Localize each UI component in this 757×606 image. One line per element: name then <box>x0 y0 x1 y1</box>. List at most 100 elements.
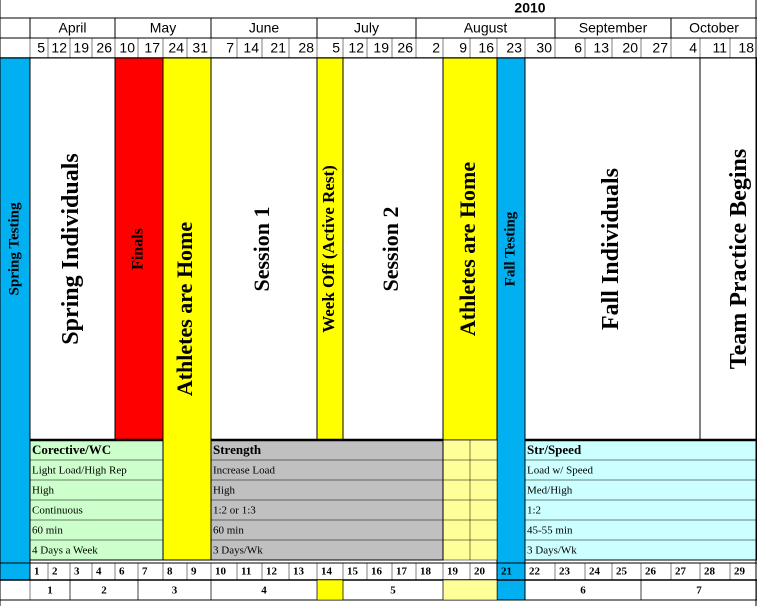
date-label: 6 <box>574 40 582 56</box>
block-row: 1:2 or 1:3 <box>213 505 256 517</box>
date-label: 5 <box>332 40 340 56</box>
month-label: May <box>150 20 176 36</box>
phase-block <box>699 57 757 441</box>
month-label: September <box>579 20 648 36</box>
week-number: 1 <box>34 566 40 578</box>
month-label: June <box>249 20 280 36</box>
week-number: 9 <box>191 566 197 578</box>
week-number: 28 <box>704 566 716 578</box>
date-label: 11 <box>712 40 727 56</box>
block-row: 60 min <box>32 525 63 537</box>
phase-block <box>0 57 31 581</box>
phase-block <box>442 57 498 441</box>
week-number: 12 <box>266 566 278 578</box>
date-label: 4 <box>689 40 697 56</box>
block-row: 60 min <box>213 525 244 537</box>
block-row: Continuous <box>32 505 83 517</box>
block-row: Increase Load <box>213 465 275 477</box>
month-label: April <box>58 20 86 36</box>
mesocycle-number: 3 <box>172 585 178 597</box>
date-label: 2 <box>432 40 440 56</box>
phase-block <box>210 57 318 441</box>
week-number: 19 <box>447 566 459 578</box>
phase-label: Spring Testing <box>6 202 22 295</box>
phase-label: Spring Individuals <box>58 153 84 344</box>
phase-block <box>524 57 701 441</box>
phase-fill <box>442 579 498 601</box>
phase-label: Athletes are Home <box>455 162 480 337</box>
mesocycle-number: 5 <box>390 585 396 597</box>
date-label: 12 <box>51 40 67 56</box>
week-number: 16 <box>371 566 383 578</box>
date-label: 5 <box>37 40 45 56</box>
week-number: 24 <box>589 566 601 578</box>
week-number: 18 <box>420 566 432 578</box>
week-number: 2 <box>52 566 58 578</box>
phase-label: Finals <box>130 228 147 270</box>
date-label: 19 <box>373 40 389 56</box>
date-label: 12 <box>348 40 364 56</box>
phase-block <box>316 57 344 441</box>
week-number: 29 <box>734 566 746 578</box>
phase-label: Athletes are Home <box>172 222 197 397</box>
date-label: 10 <box>119 40 135 56</box>
week-number: 4 <box>96 566 102 578</box>
block-row: Load w/ Speed <box>527 465 593 477</box>
mesocycle-number: 1 <box>47 585 53 597</box>
month-label: August <box>464 20 508 36</box>
block-row: High <box>32 485 55 497</box>
phase-label: Week Off (Active Rest) <box>319 165 338 333</box>
date-label: 26 <box>96 40 112 56</box>
block-row: 4 Days a Week <box>32 545 98 557</box>
date-label: 30 <box>536 40 552 56</box>
date-label: 28 <box>298 40 314 56</box>
week-number: 14 <box>321 566 333 578</box>
block-row: 3 Days/Wk <box>527 545 577 557</box>
phase-block <box>162 57 212 561</box>
week-number: 6 <box>119 566 125 578</box>
date-label: 31 <box>192 40 208 56</box>
block-title: Str/Speed <box>527 442 582 457</box>
phase-fill <box>316 579 344 601</box>
block-row: 45-55 min <box>527 525 573 537</box>
mesocycle-number: 4 <box>261 585 267 597</box>
phase-label: Fall Testing <box>502 211 518 286</box>
block-row: 3 Days/Wk <box>213 545 263 557</box>
phase-block <box>114 57 164 441</box>
month-label: October <box>689 20 739 36</box>
date-label: 18 <box>738 40 754 56</box>
date-label: 7 <box>226 40 234 56</box>
date-label: 9 <box>459 40 467 56</box>
week-number: 25 <box>616 566 628 578</box>
week-number: 17 <box>396 566 408 578</box>
week-number: 21 <box>501 566 512 578</box>
phase-label: Session 1 <box>249 207 274 292</box>
month-label: July <box>354 20 379 36</box>
week-number: 3 <box>74 566 80 578</box>
mesocycle-number: 6 <box>580 585 586 597</box>
phase-label: Fall Individuals <box>598 168 624 330</box>
block-row: 1:2 <box>527 505 541 517</box>
week-number: 20 <box>474 566 486 578</box>
week-number: 22 <box>529 566 541 578</box>
week-number: 15 <box>347 566 359 578</box>
block-row: High <box>213 485 236 497</box>
week-number: 11 <box>241 566 251 578</box>
block-row: Med/High <box>527 485 573 497</box>
mesocycle-number: 7 <box>696 585 702 597</box>
year: 2010 <box>514 0 545 16</box>
phase-block <box>29 57 116 441</box>
date-label: 20 <box>622 40 638 56</box>
block-row: Light Load/High Rep <box>32 465 127 477</box>
date-label: 14 <box>243 40 259 56</box>
date-label: 17 <box>144 40 160 56</box>
date-label: 19 <box>73 40 89 56</box>
date-label: 21 <box>270 40 286 56</box>
date-label: 16 <box>478 40 494 56</box>
week-number: 23 <box>559 566 571 578</box>
week-number: 26 <box>645 566 657 578</box>
week-number: 13 <box>293 566 305 578</box>
date-label: 24 <box>168 40 184 56</box>
week-number: 10 <box>215 566 227 578</box>
